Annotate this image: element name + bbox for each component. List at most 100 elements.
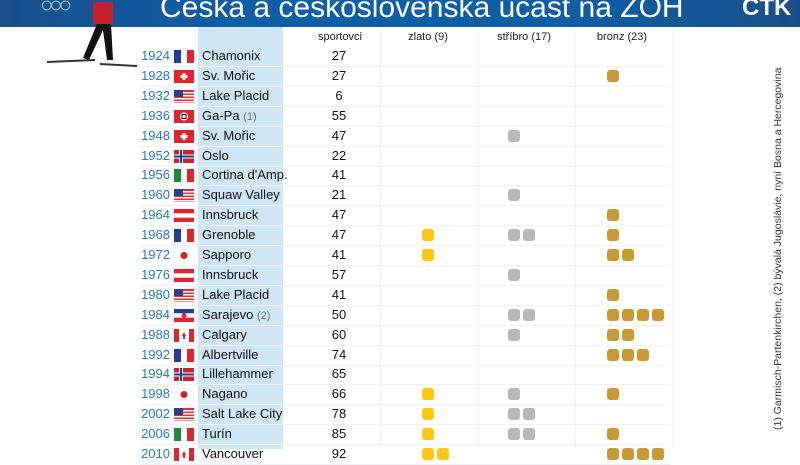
athletes-count: 66 [331, 386, 347, 402]
skier-illustration [46, 2, 138, 67]
city-name: Albertville [202, 346, 259, 362]
silver-medals [508, 268, 520, 281]
year: 1976 [141, 266, 170, 282]
athletes-count: 27 [331, 48, 347, 63]
flag-norway-icon [174, 368, 194, 382]
city-name: Innsbruck [202, 266, 259, 282]
bronze-medal-icon [607, 308, 619, 321]
gold-medals [422, 249, 434, 261]
year: 1928 [141, 67, 170, 83]
footnote-marker: (1) [243, 110, 257, 123]
gold-medal-icon [437, 448, 449, 460]
flag-germany-1936-icon [174, 109, 194, 123]
silver-medal-icon [508, 229, 520, 242]
city-name: Lake Placid [202, 286, 270, 302]
bronze-medal-icon [607, 69, 619, 82]
table-row: 1960 Squaw Valley 21 [140, 185, 670, 207]
table-row: 1984 Sarajevo (2) 50 [140, 305, 670, 326]
table-row: 1936 Ga-Pa (1) 55 [140, 106, 670, 127]
bronze-medal-icon [622, 348, 634, 361]
year: 1964 [141, 207, 170, 223]
table-row: 1948 Sv. Mořic 47 [140, 126, 670, 147]
athletes-count: 41 [331, 247, 347, 262]
city: Grenoble [202, 227, 255, 242]
year: 1960 [141, 187, 170, 203]
city-name: Sarajevo [202, 306, 254, 322]
table-row: 1924 Chamonix 27 [140, 46, 670, 67]
silver-medal-icon [523, 428, 535, 441]
year: 1956 [141, 167, 170, 183]
bronze-medals [607, 428, 619, 441]
gold-medal-icon [422, 249, 434, 261]
city: Lake Placid [202, 287, 269, 302]
flag-usa-icon [174, 408, 194, 422]
bronze-medal-icon [637, 308, 649, 321]
gold-medal-icon [422, 448, 434, 460]
bronze-medals [607, 209, 619, 222]
flag-norway-icon [174, 149, 194, 163]
silver-medals [508, 229, 535, 242]
athletes-count: 47 [331, 227, 347, 243]
bronze-medal-icon [622, 249, 634, 261]
city-name: Calgary [202, 326, 247, 342]
bronze-medals [607, 229, 619, 242]
city: Lake Placid [202, 88, 269, 103]
athletes-count: 27 [331, 67, 347, 83]
bronze-medal-icon [652, 448, 664, 460]
gold-medal-icon [422, 408, 434, 421]
bronze-medal-icon [607, 448, 619, 460]
flag-yugoslavia-icon [174, 308, 194, 322]
gold-medal-icon [422, 428, 434, 441]
city-name: Salt Lake City [202, 406, 283, 422]
city: Cortina d'Amp. [202, 167, 288, 182]
flag-switzerland-icon [174, 69, 194, 83]
athletes-count: 65 [331, 366, 347, 382]
athletes-count: 57 [331, 266, 347, 282]
silver-medal-icon [523, 229, 535, 242]
silver-medal-icon [508, 129, 520, 142]
silver-medal-icon [508, 268, 520, 281]
gold-medals [422, 448, 449, 460]
year: 1980 [141, 286, 170, 302]
flag-austria-icon [174, 209, 194, 223]
table-row: 1952 Oslo 22 [140, 146, 670, 167]
bronze-medal-icon [607, 229, 619, 242]
table-row: 1976 Innsbruck 57 [140, 265, 670, 286]
table-row: 1994 Lillehammer 65 [140, 364, 670, 386]
flag-usa-icon [174, 189, 194, 203]
year: 2010 [141, 446, 170, 461]
athletes-count: 41 [331, 167, 347, 183]
athletes-count: 50 [331, 306, 347, 322]
athletes-count: 21 [331, 187, 347, 203]
city: Innsbruck [202, 267, 258, 282]
header-gold: zlato (9) [408, 31, 448, 43]
city: Sarajevo (2) [202, 307, 270, 322]
athletes-count: 85 [331, 426, 347, 442]
year: 1994 [141, 366, 170, 382]
city-name: Innsbruck [202, 207, 259, 223]
flag-austria-icon [174, 268, 194, 282]
silver-medal-icon [523, 408, 535, 421]
year: 1948 [141, 127, 170, 143]
table-row: 1932 Lake Placid 6 [140, 86, 670, 107]
bronze-medals [607, 288, 619, 301]
divider [380, 27, 381, 449]
city-name: Sapporo [202, 247, 252, 262]
bronze-medal-icon [607, 328, 619, 341]
flag-canada-icon [174, 328, 194, 342]
city-name: Sv. Mořic [202, 127, 256, 143]
flag-usa-icon [174, 288, 194, 302]
year: 1968 [141, 227, 170, 243]
bronze-medals [607, 388, 619, 401]
city: Nagano [202, 386, 248, 401]
table-row: 1998 Nagano 66 [140, 384, 670, 406]
table-row: 1980 Lake Placid 41 [140, 285, 670, 306]
footnote-marker: (2) [256, 309, 271, 322]
olympic-rings-icon: ○○○ [40, 0, 72, 17]
logo: ČTK [742, 0, 792, 21]
athletes-count: 55 [331, 107, 347, 123]
city-name: Nagano [202, 386, 248, 402]
city: Albertville [202, 347, 258, 362]
athletes-count: 47 [331, 127, 347, 143]
city: Sv. Mořic [202, 128, 255, 143]
